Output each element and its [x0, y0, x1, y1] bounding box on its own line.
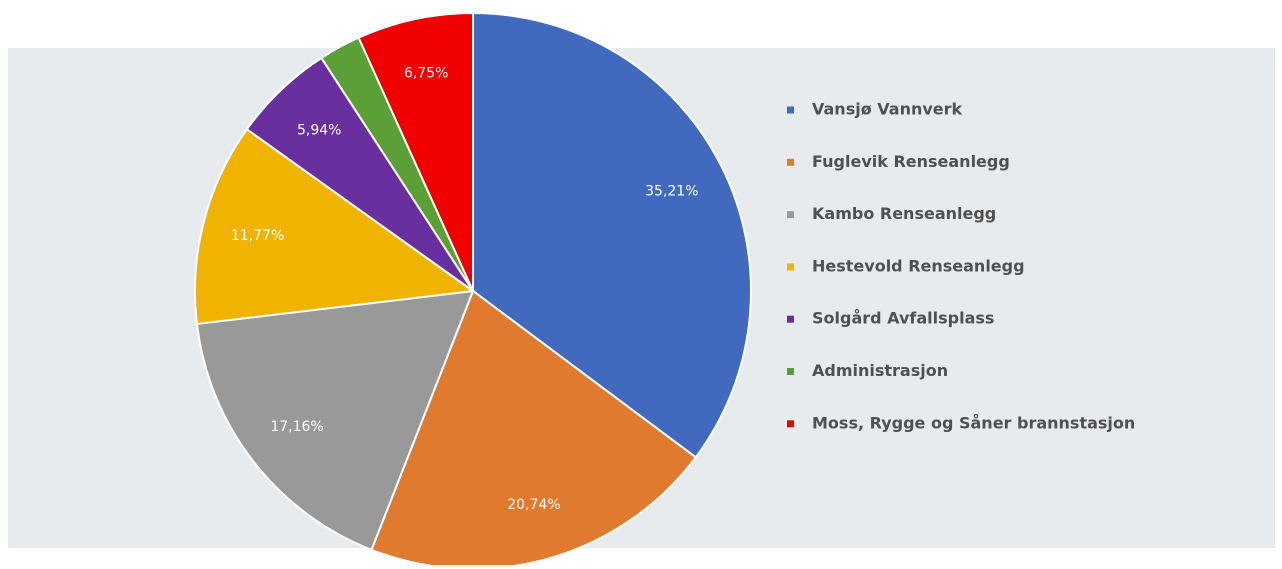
data-label: 17,16% [270, 419, 323, 435]
legend-label: Administrasjon [812, 361, 948, 380]
data-label: 5,94% [297, 122, 341, 138]
legend-label: Fuglevik Renseanlegg [812, 152, 1010, 171]
legend-marker [787, 158, 794, 166]
pie-slice [357, 11, 474, 292]
pie-slice [195, 289, 475, 552]
pie-slice [370, 289, 698, 569]
legend-marker [787, 315, 794, 323]
legend-marker [787, 211, 794, 219]
legend-label: Moss, Rygge og Såner brannstasjon [812, 413, 1135, 432]
data-label: 11,77% [231, 228, 284, 244]
pie-slice [194, 127, 476, 326]
legend-marker [787, 420, 794, 428]
legend-label: Vansjø Vannverk [812, 100, 963, 119]
legend-label: Solgård Avfallsplass [812, 309, 994, 328]
data-label: 6,75% [404, 66, 448, 82]
legend-label: Kambo Renseanlegg [812, 204, 996, 223]
data-label: 35,21% [645, 183, 698, 199]
legend-marker [787, 106, 794, 114]
legend-marker [787, 368, 794, 375]
legend-marker [787, 263, 794, 271]
pie-slice [472, 11, 752, 459]
data-label: 20,74% [507, 497, 560, 513]
legend-label: Hestevold Renseanlegg [812, 256, 1025, 275]
